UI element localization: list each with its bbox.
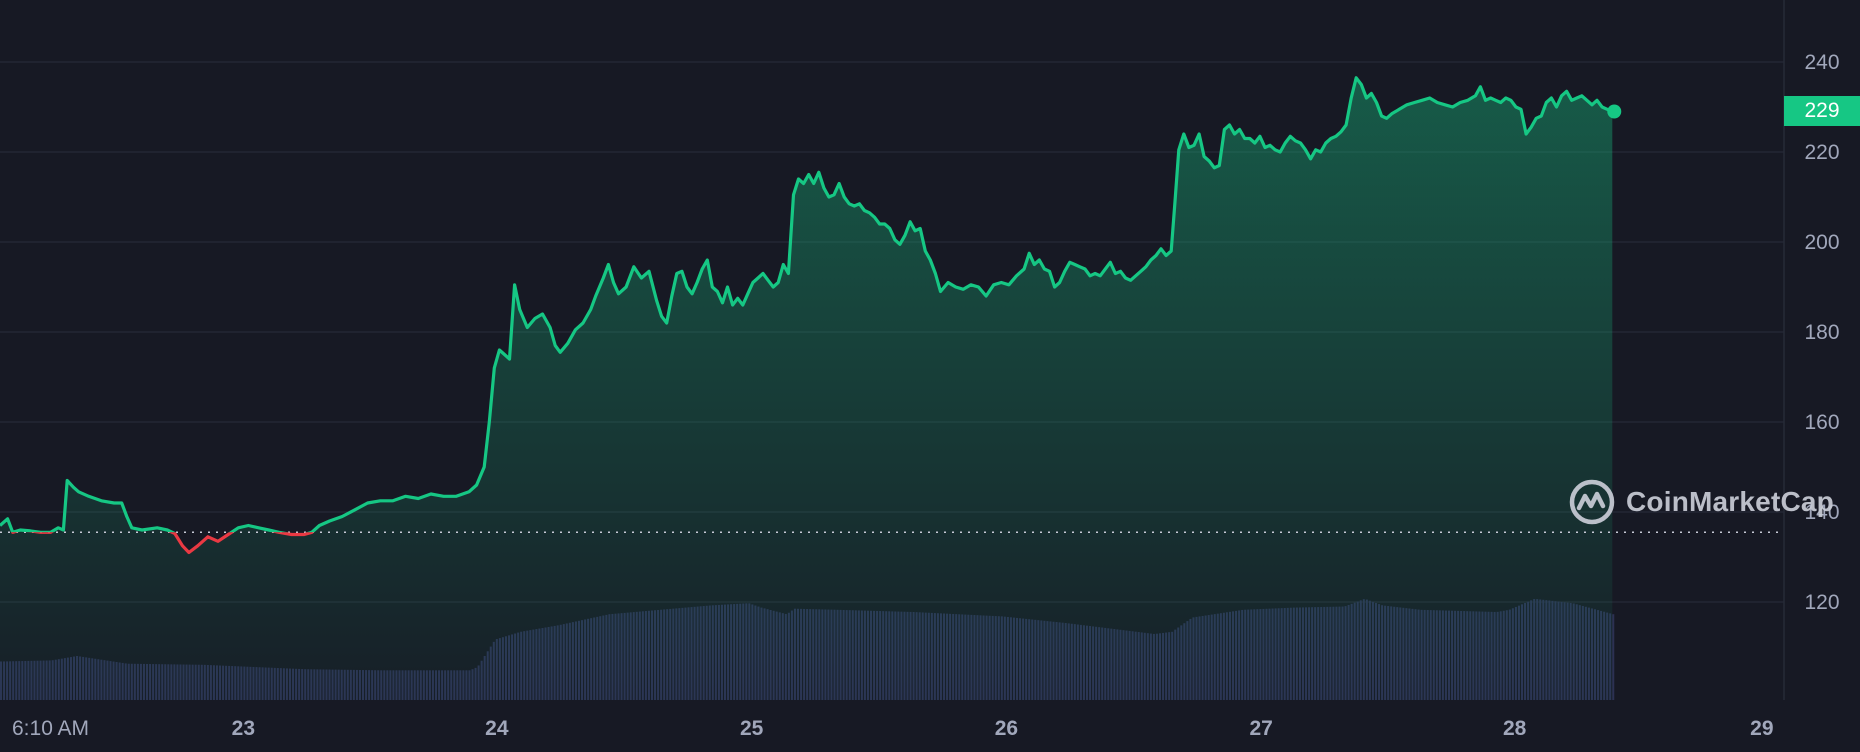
price-area <box>0 77 1613 701</box>
y-tick-label: 240 <box>1804 51 1839 74</box>
x-tick-label: 25 <box>740 717 764 740</box>
x-tick-label: 29 <box>1750 717 1773 740</box>
x-tick-label: 27 <box>1249 717 1272 740</box>
x-tick-label: 28 <box>1503 717 1527 740</box>
x-tick-label: 26 <box>995 717 1018 740</box>
current-price-badge: 229 <box>1784 96 1860 126</box>
y-tick-label: 140 <box>1804 501 1839 524</box>
x-tick-label: 23 <box>232 717 255 740</box>
y-tick-label: 160 <box>1804 411 1839 434</box>
price-line-up <box>0 76 1613 533</box>
price-area-fill <box>0 77 1613 701</box>
y-tick-label: 180 <box>1804 321 1839 344</box>
coinmarketcap-logo-icon <box>1569 479 1615 525</box>
volume-bar <box>1612 614 1615 700</box>
y-tick-label: 120 <box>1804 591 1839 614</box>
x-tick-label: 6:10 AM <box>12 717 89 740</box>
x-tick-label: 24 <box>485 717 509 740</box>
last-price-dot <box>1607 104 1622 119</box>
y-axis-ticks: 240 220 200 180 160 140 120 <box>1804 51 1839 614</box>
y-tick-label: 220 <box>1804 141 1839 164</box>
price-line <box>0 76 1613 555</box>
coinmarketcap-watermark: CoinMarketCap <box>1568 478 1834 526</box>
y-tick-label: 200 <box>1804 231 1839 254</box>
x-axis-ticks: 6:10 AM 23 24 25 26 27 28 29 <box>12 717 1774 740</box>
watermark-text: CoinMarketCap <box>1626 486 1834 517</box>
